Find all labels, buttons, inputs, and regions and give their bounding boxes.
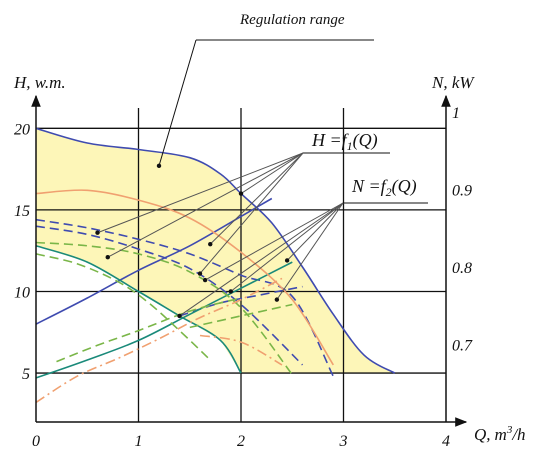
curve-point-marker: [105, 255, 110, 260]
legend-h-fn: f: [342, 130, 350, 150]
series-line-4: [35, 225, 304, 366]
series-line-7: [35, 261, 293, 379]
y-right-tick-label: 0.7: [452, 338, 473, 355]
legend-n-equation: N =f2(Q): [351, 176, 417, 199]
curve-point-marker: [197, 271, 203, 276]
x-tick-label: 0: [32, 433, 40, 450]
curve-point-marker: [202, 277, 208, 283]
y-axis-right-label: N, kW: [431, 73, 475, 92]
legend-h-post: (Q): [353, 130, 378, 151]
regulation-range-annotation: Regulation range: [239, 12, 345, 28]
legend-h-leader: [97, 152, 304, 234]
annotation-leader: [158, 39, 197, 166]
regulation-range-area: [36, 128, 395, 374]
y-right-tick-label: 1: [452, 105, 460, 122]
x-axis-label-var: Q,: [474, 425, 491, 444]
y-right-tick-label: 0.8: [452, 260, 472, 277]
curve-point-marker: [238, 191, 244, 196]
legend-n-leader: [276, 202, 344, 300]
legend-h-leader: [199, 152, 304, 274]
curve-point-marker: [274, 297, 280, 302]
series-line-13: [35, 277, 283, 404]
x-tick-label: 4: [442, 433, 450, 450]
y-left-tick-label: 20: [14, 121, 30, 138]
legend-h-sub: 1: [347, 139, 353, 153]
x-axis-label-unit: m: [495, 425, 507, 444]
legend-n-leader: [204, 202, 344, 281]
tick-labels: 0 1 2 3 4 5 10 15 20 0.7 0.8 0.9 1: [14, 105, 473, 450]
series-line-9: [56, 297, 242, 363]
legend-h-pre: H =: [311, 130, 342, 150]
y-left-tick-label: 15: [14, 203, 30, 220]
y-left-tick-label: 5: [22, 366, 30, 383]
x-tick-label: 3: [339, 433, 348, 450]
series-line-8: [35, 253, 211, 361]
legend-n-pre: N =: [351, 176, 381, 196]
axes: [31, 94, 468, 427]
x-axis-label: Q, m3/h: [474, 424, 526, 444]
curve-point-marker: [208, 241, 213, 247]
legend-n-fn: f: [381, 176, 389, 196]
curve-point-marker: [95, 230, 100, 235]
curve-markers: [95, 163, 290, 319]
y-left-tick-label: 10: [14, 284, 30, 301]
legend-n-leader: [286, 202, 344, 261]
legend-n-leader: [179, 202, 344, 317]
leader-lines: [97, 39, 428, 317]
curve-point-marker: [228, 289, 233, 294]
curve-point-marker: [156, 163, 162, 169]
y-right-tick-label: 0.9: [452, 183, 472, 200]
series-line-14: [199, 334, 283, 366]
legend-h-leader: [240, 152, 304, 194]
series-line-6: [35, 245, 242, 374]
series-line-10: [35, 241, 293, 376]
legend-h-equation: H =f1(Q): [311, 130, 378, 153]
x-tick-label: 1: [135, 433, 143, 450]
regulation-range-fill: [36, 128, 395, 374]
series-line-12: [35, 189, 334, 366]
legend-n-leader: [230, 202, 344, 292]
x-tick-label: 2: [237, 433, 245, 450]
legend-n-post: (Q): [392, 176, 417, 197]
y-axis-left-label: H, w.m.: [13, 73, 66, 92]
legend-h-leader: [107, 152, 304, 258]
curve-point-marker: [284, 258, 290, 263]
legend-n-sub: 2: [386, 185, 392, 199]
curve-point-marker: [177, 313, 182, 319]
x-axis-label-tail: /h: [511, 425, 525, 444]
series-line-3: [35, 218, 335, 377]
legend-h-leader: [209, 152, 304, 245]
x-axis-label-sup: 3: [506, 424, 513, 436]
